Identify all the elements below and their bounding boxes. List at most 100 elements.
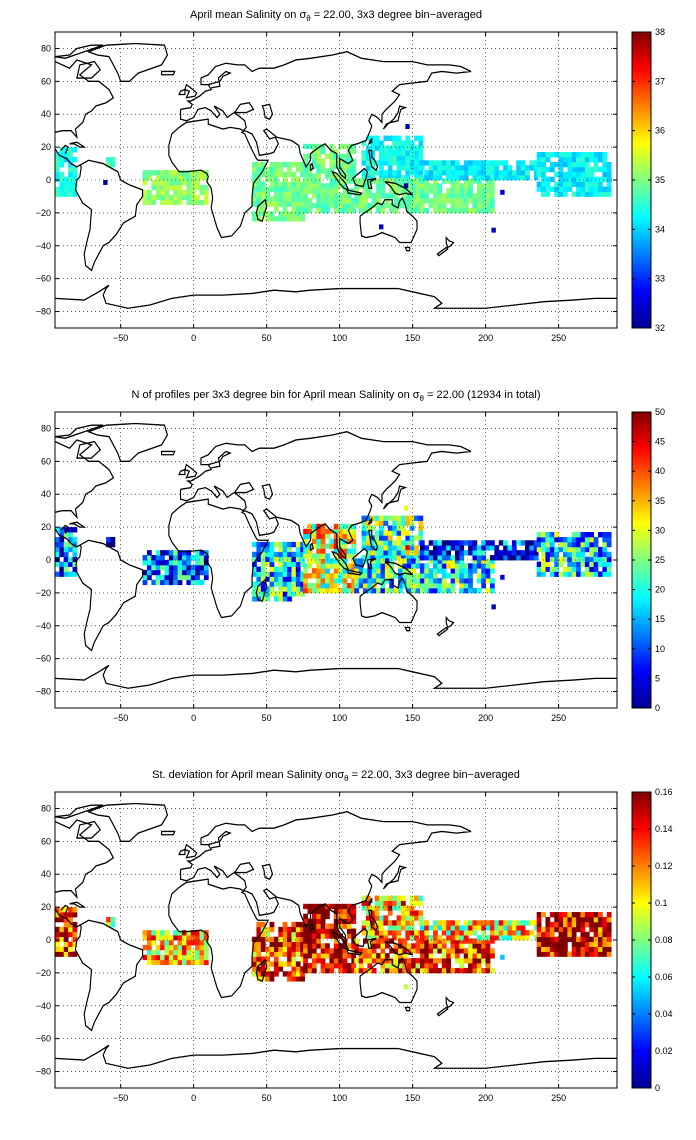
bin-cell [325, 953, 330, 959]
bin-cell [536, 916, 542, 923]
bin-cell [409, 550, 415, 556]
bin-cell [558, 926, 564, 933]
bin-cell [405, 515, 411, 521]
bin-cell [380, 953, 386, 959]
bin-cell [409, 920, 415, 926]
bin-cell [354, 578, 360, 584]
chart-title: April mean Salinity on σθ = 22.00, 3x3 d… [190, 9, 482, 23]
bin-cell [282, 931, 288, 938]
bin-cell [602, 946, 608, 952]
bin-cell [490, 183, 495, 189]
bin-cell [376, 938, 381, 944]
bin-cell [541, 186, 546, 192]
bin-cell [303, 578, 308, 584]
bin-cell [450, 175, 456, 181]
bin-cell [269, 541, 275, 548]
bin-cell [433, 583, 438, 589]
bin-cell [387, 530, 393, 536]
bin-cell [252, 971, 257, 977]
bin-cell [379, 165, 384, 171]
bin-cell [463, 540, 469, 546]
x-tick-label: 50 [262, 1093, 272, 1103]
bin-cell [278, 591, 284, 597]
bin-cell [498, 540, 504, 546]
bin-cell [365, 165, 371, 171]
bin-cell [168, 560, 174, 566]
bin-cell [333, 563, 339, 569]
bin-cell [593, 541, 599, 548]
bin-cell [374, 170, 380, 176]
bin-cell [562, 156, 568, 163]
bin-cell [376, 183, 381, 189]
bin-cell [606, 561, 612, 567]
bin-cell [494, 930, 500, 936]
bin-cell [186, 959, 192, 966]
bin-cell [190, 555, 196, 561]
bin-cell [463, 568, 469, 574]
bin-cell [454, 555, 460, 561]
bin-cell [389, 558, 395, 564]
bin-cell [260, 971, 266, 977]
bin-cell [190, 189, 196, 196]
bin-cell [450, 953, 456, 959]
bin-cell [472, 967, 478, 974]
bin-cell [164, 959, 170, 966]
title-text-pre: N of profiles per 3x3 degree bin for Apr… [131, 389, 412, 401]
bin-cell [325, 207, 330, 214]
bin-cell [463, 583, 469, 589]
bin-cell [589, 546, 595, 553]
bin-cell [273, 591, 279, 597]
bin-cell [164, 930, 170, 936]
bin-cell [55, 186, 60, 192]
bin-cell [338, 523, 343, 530]
bin-cell [468, 198, 473, 204]
bin-cell [437, 540, 443, 546]
panel-1: April mean Salinity on σθ = 22.00, 3x3 d… [36, 9, 665, 343]
bin-cell [311, 158, 317, 164]
bin-cell [525, 175, 530, 181]
bin-cell [437, 198, 443, 204]
bin-cell [346, 587, 352, 594]
bin-cell [418, 135, 424, 141]
bin-cell [545, 152, 551, 158]
bin-cell [303, 203, 308, 209]
bin-cell [507, 930, 513, 936]
bin-cell [354, 568, 360, 574]
bin-cell [463, 587, 469, 594]
bin-cell [370, 175, 376, 181]
bin-cell [379, 175, 384, 181]
bin-cell [490, 540, 495, 546]
bin-cell [55, 926, 60, 933]
bin-cell [287, 571, 292, 577]
bin-cell [516, 925, 522, 931]
bin-cell [481, 188, 487, 194]
bin-cell [68, 907, 73, 913]
bin-cell [396, 525, 402, 531]
bin-cell [383, 135, 389, 141]
bin-cell [536, 166, 542, 173]
bin-cell [273, 201, 279, 207]
bin-cell [155, 555, 161, 561]
bin-cell [446, 958, 451, 964]
bin-cell [63, 147, 69, 153]
bin-cell [414, 935, 419, 941]
bin-cell [55, 152, 60, 158]
bin-cell [494, 555, 500, 561]
bin-cell [160, 940, 165, 946]
bin-cell [468, 587, 473, 594]
bin-cell [580, 931, 586, 938]
bin-cell [320, 963, 326, 969]
bin-cell [536, 946, 542, 952]
bin-cell [371, 958, 377, 964]
bin-cell [406, 583, 412, 589]
bin-cell [454, 540, 460, 546]
bin-cell [173, 170, 179, 176]
bin-cell [450, 573, 456, 579]
bin-cell [387, 515, 393, 521]
bin-cell [580, 536, 586, 543]
bin-cell [273, 961, 279, 967]
bin-cell [481, 920, 487, 926]
bin-cell [325, 963, 330, 969]
bin-cell [374, 895, 380, 901]
bin-cell [203, 189, 209, 196]
